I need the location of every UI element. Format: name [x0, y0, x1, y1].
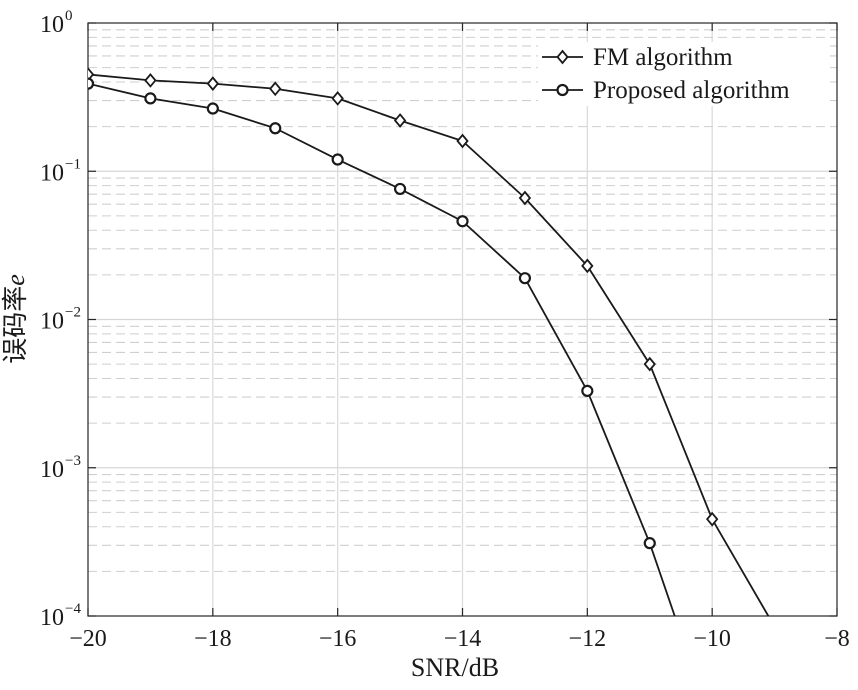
data-point-diamond — [705, 511, 719, 527]
data-point-circle — [393, 182, 407, 196]
y-tick-label: 10 — [40, 309, 64, 335]
y-axis-title-text: 误码率 — [1, 286, 30, 364]
x-tick-label: −10 — [693, 626, 731, 652]
y-tick-exponent: −2 — [65, 305, 81, 321]
series-layer — [88, 67, 770, 616]
y-axis-title-symbol: e — [1, 274, 30, 286]
data-point-diamond — [269, 81, 282, 97]
data-point-diamond — [518, 190, 532, 206]
data-point-diamond — [206, 76, 220, 92]
x-tick-label: −20 — [69, 626, 107, 652]
data-point-circle — [269, 122, 282, 135]
x-tick-label: −14 — [444, 626, 482, 652]
data-point-circle — [581, 384, 594, 397]
series-line — [88, 73, 770, 616]
data-point-circle — [206, 102, 219, 115]
legend-marker-fm — [556, 49, 569, 65]
legend-label-proposed: Proposed algorithm — [593, 77, 790, 104]
data-point-circle — [518, 272, 532, 285]
data-point-diamond — [331, 90, 344, 106]
y-tick-exponent: −4 — [65, 601, 81, 617]
legend-label-fm: FM algorithm — [593, 44, 733, 71]
x-tick-label: −12 — [569, 626, 607, 652]
data-point-diamond — [144, 72, 157, 88]
series-fm — [88, 67, 770, 616]
data-point-diamond — [393, 113, 407, 128]
legend-marker-proposed — [556, 83, 569, 97]
y-tick-exponent: 0 — [65, 8, 73, 24]
data-point-circle — [88, 77, 95, 90]
x-axis-title: SNR/dB — [411, 653, 499, 682]
series-proposed — [88, 77, 676, 616]
data-point-circle — [643, 537, 656, 550]
data-point-circle — [456, 215, 469, 228]
x-axis-ticks: −20 −18 −16 −14 −12 −10 −8 — [69, 23, 850, 652]
y-tick-label: 10 — [40, 605, 64, 631]
data-point-diamond — [456, 133, 469, 149]
y-axis-title: 误码率e — [1, 274, 30, 364]
grid — [88, 23, 837, 616]
data-point-diamond — [581, 258, 594, 274]
y-tick-exponent: −3 — [65, 453, 81, 469]
x-tick-label: −18 — [194, 626, 232, 652]
legend: FM algorithm Proposed algorithm — [538, 42, 830, 106]
data-point-circle — [144, 92, 157, 105]
y-tick-label: 10 — [40, 160, 64, 186]
y-tick-exponent: −1 — [65, 156, 81, 172]
svg-text:误码率e: 误码率e — [1, 274, 30, 364]
legend-box — [538, 42, 830, 106]
legend-entry-proposed: Proposed algorithm — [542, 77, 790, 104]
data-point-diamond — [88, 67, 95, 82]
y-tick-label: 10 — [40, 457, 64, 483]
x-tick-label: −16 — [319, 626, 357, 652]
y-tick-label: 10 — [40, 12, 64, 38]
x-tick-label: −8 — [824, 626, 850, 652]
data-point-diamond — [643, 356, 656, 372]
legend-entry-fm: FM algorithm — [542, 44, 733, 71]
data-point-circle — [331, 153, 344, 166]
